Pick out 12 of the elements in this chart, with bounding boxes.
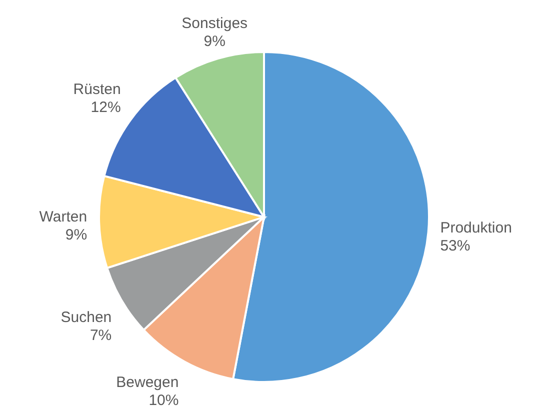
slice-label: Suchen xyxy=(60,309,112,326)
slice-label: Rüsten xyxy=(73,80,121,98)
slice-label: Bewegen xyxy=(116,374,179,392)
data-label: 9% xyxy=(65,226,88,244)
slice-label: Warten xyxy=(39,208,88,226)
slice-label: Sonstiges xyxy=(182,15,248,32)
slice-label: Produktion xyxy=(440,220,512,237)
data-label: 53% xyxy=(440,238,470,255)
data-label: 7% xyxy=(90,327,112,344)
data-label: 9% xyxy=(204,33,226,50)
data-label: 12% xyxy=(90,98,121,116)
data-label: 10% xyxy=(148,392,179,410)
